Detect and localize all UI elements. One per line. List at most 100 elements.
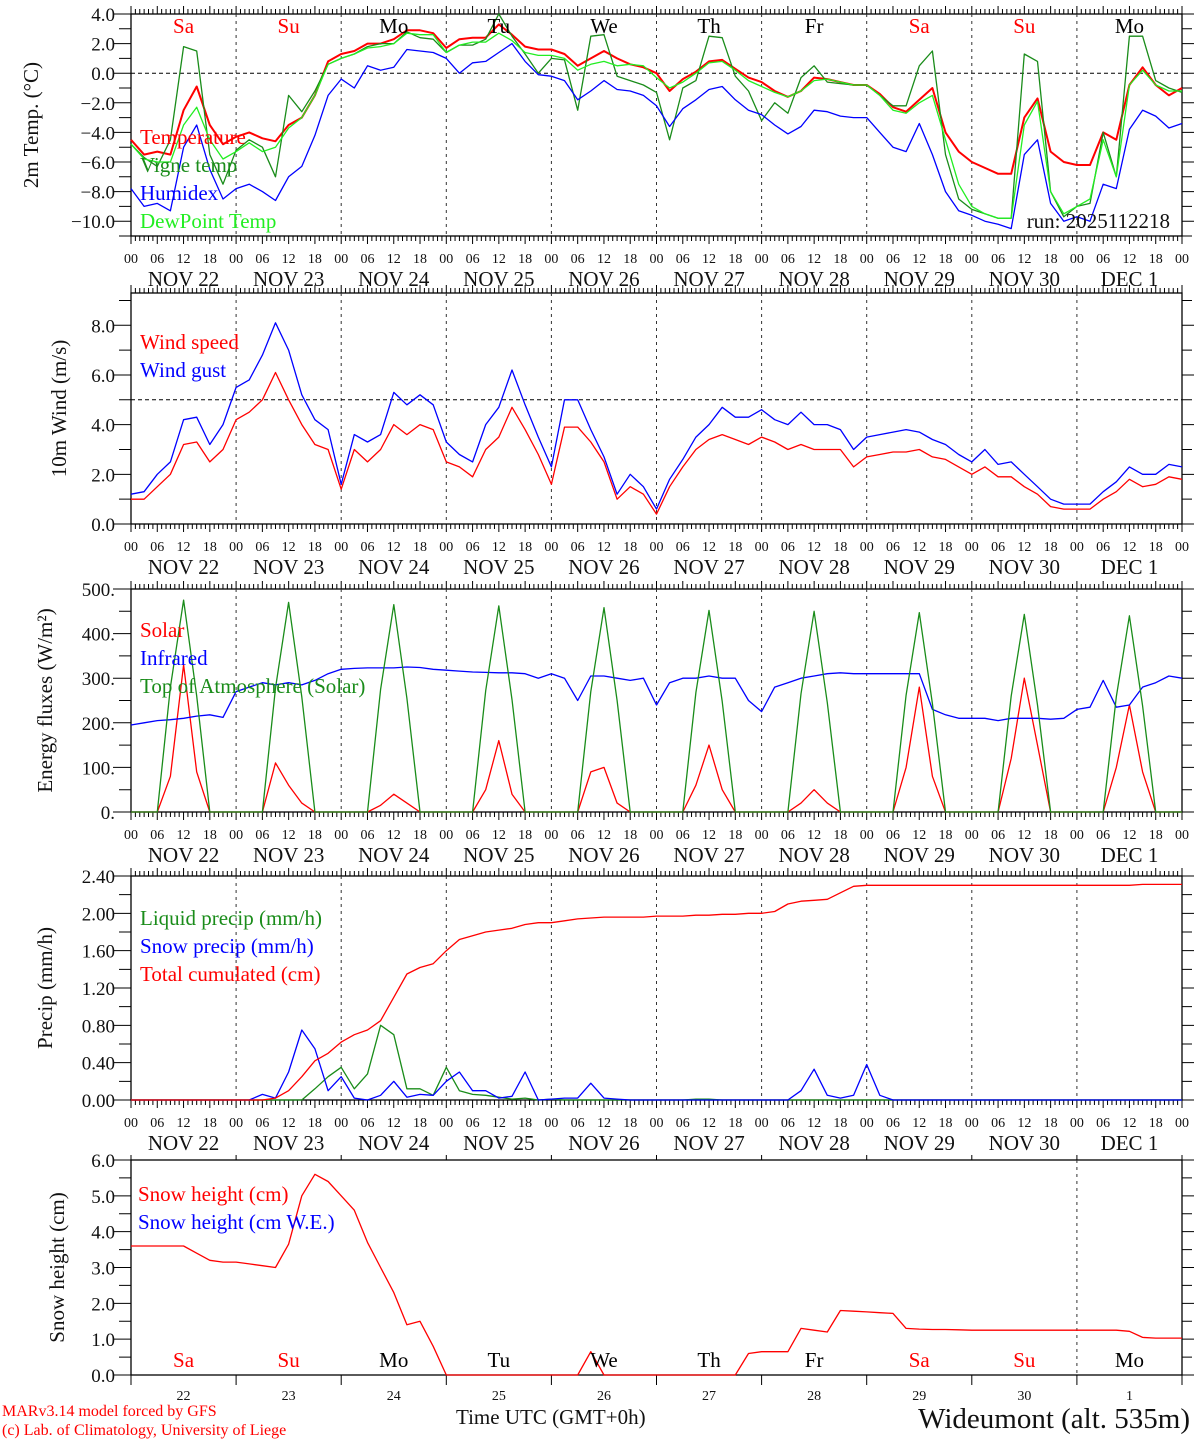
panel-5: [113, 1155, 1194, 1385]
x-axis-ticks: [130, 581, 1183, 820]
model-credit: MARv3.14 model forced by GFS: [2, 1403, 217, 1420]
x-hour-label: 18: [518, 828, 532, 843]
x-hour-label: 12: [597, 1116, 611, 1131]
x-hour-label: 06: [781, 828, 795, 843]
x-hour-label: 12: [807, 540, 821, 555]
x-hour-label: 06: [255, 1116, 269, 1131]
x-hour-label: 18: [1044, 252, 1058, 267]
x-hour-label: 00: [544, 828, 558, 843]
y-tick-label: 6.0: [91, 1151, 115, 1172]
weekday-label: We: [590, 14, 617, 38]
x-hour-label: 00: [1070, 1116, 1084, 1131]
x-hour-label: 00: [1070, 540, 1084, 555]
x-hour-label: 12: [1017, 252, 1031, 267]
x-hour-label: 06: [571, 252, 585, 267]
x-hour-label: 06: [466, 828, 480, 843]
x-hour-label: 00: [334, 540, 348, 555]
x-hour-label: 00: [860, 1116, 874, 1131]
y-axis-title: 10m Wind (m/s): [47, 340, 71, 478]
x-hour-label: 12: [1122, 1116, 1136, 1131]
y-axis-ticks: [113, 299, 1194, 525]
x-hour-label: 06: [676, 252, 690, 267]
x-hour-label: 06: [886, 540, 900, 555]
x-hour-label: 00: [650, 252, 664, 267]
legend-entry: Vigne temp: [140, 153, 237, 177]
x-hour-label: 18: [1149, 1116, 1163, 1131]
x-axis-ticks: [130, 6, 1183, 244]
y-axis-title: Energy fluxes (W/m²): [33, 608, 57, 792]
x-day-number: 29: [912, 1389, 926, 1404]
x-hour-label: 18: [728, 828, 742, 843]
y-tick-label: 0.80: [82, 1016, 115, 1037]
x-hour-label: 00: [1070, 828, 1084, 843]
x-hour-label: 18: [833, 540, 847, 555]
weekday-label: Su: [1013, 1348, 1036, 1372]
x-hour-label: 00: [860, 828, 874, 843]
x-axis-title: Time UTC (GMT+0h): [456, 1405, 646, 1429]
x-hour-label: 18: [1149, 828, 1163, 843]
x-hour-label: 06: [255, 828, 269, 843]
x-date-label: NOV 22: [148, 555, 219, 579]
weekday-label: Sa: [173, 1348, 195, 1372]
x-hour-label: 00: [439, 252, 453, 267]
x-hour-label: 00: [860, 252, 874, 267]
y-tick-label: 400.: [82, 625, 115, 646]
x-hour-label: 12: [282, 828, 296, 843]
x-hour-label: 18: [939, 252, 953, 267]
legend-entry: Total cumulated (cm): [140, 962, 320, 986]
x-hour-label: 12: [492, 540, 506, 555]
x-hour-label: 18: [413, 1116, 427, 1131]
y-tick-label: 2.0: [91, 465, 115, 486]
x-hour-label: 06: [360, 1116, 374, 1131]
y-tick-label: 0.0: [91, 515, 115, 536]
x-hour-label: 00: [650, 828, 664, 843]
x-hour-label: 00: [1175, 540, 1189, 555]
legend-entry: Wind gust: [140, 358, 226, 382]
x-date-label: NOV 24: [358, 1131, 430, 1155]
x-date-label: NOV 30: [989, 1131, 1060, 1155]
x-hour-label: 18: [1149, 252, 1163, 267]
x-day-number: 23: [282, 1389, 296, 1404]
x-hour-label: 18: [413, 540, 427, 555]
x-hour-label: 06: [676, 828, 690, 843]
x-hour-label: 00: [755, 828, 769, 843]
x-date-label: NOV 24: [358, 555, 430, 579]
x-hour-label: 06: [150, 540, 164, 555]
x-hour-label: 18: [939, 1116, 953, 1131]
weekday-label: Mo: [379, 14, 408, 38]
x-hour-label: 06: [255, 540, 269, 555]
series-line-infrared: [130, 666, 1183, 726]
x-hour-label: 06: [360, 252, 374, 267]
x-date-label: NOV 23: [253, 555, 324, 579]
x-hour-label: 06: [991, 252, 1005, 267]
x-day-number: 30: [1017, 1389, 1031, 1404]
run-annotation: run: 2025112218: [1027, 209, 1170, 233]
y-tick-label: −10.0: [71, 212, 115, 233]
x-hour-label: 18: [203, 540, 217, 555]
x-hour-label: 00: [650, 540, 664, 555]
y-tick-label: 2.40: [82, 867, 115, 888]
x-hour-label: 06: [781, 1116, 795, 1131]
x-hour-label: 18: [203, 252, 217, 267]
panel-4: [113, 868, 1194, 1108]
x-date-label: NOV 26: [568, 843, 639, 867]
x-hour-label: 00: [229, 252, 243, 267]
y-tick-label: 1.60: [82, 942, 115, 963]
y-axis-title: Snow height (cm): [45, 1192, 69, 1342]
x-day-number: 28: [807, 1389, 821, 1404]
x-hour-label: 12: [702, 1116, 716, 1131]
x-hour-label: 12: [1122, 828, 1136, 843]
x-hour-label: 18: [728, 252, 742, 267]
x-date-label: NOV 29: [884, 555, 955, 579]
legend-entry: Snow precip (mm/h): [140, 934, 314, 958]
x-hour-label: 18: [518, 540, 532, 555]
x-date-label: NOV 22: [148, 1131, 219, 1155]
x-hour-label: 00: [755, 252, 769, 267]
x-hour-label: 00: [965, 1116, 979, 1131]
x-date-label: NOV 24: [358, 843, 430, 867]
weekday-label: Th: [697, 14, 721, 38]
x-hour-label: 00: [1175, 252, 1189, 267]
x-hour-label: 00: [965, 252, 979, 267]
x-hour-label: 12: [702, 252, 716, 267]
